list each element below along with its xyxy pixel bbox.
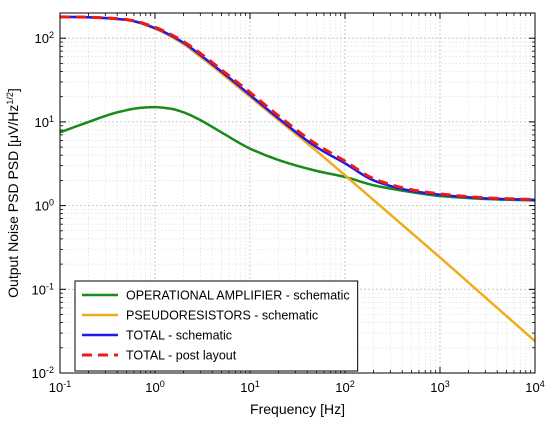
y-tick-label: 10-1	[32, 281, 54, 297]
legend-label-total-post-layout: TOTAL - post layout	[126, 349, 237, 363]
x-tick-label: 100	[145, 379, 164, 395]
legend-items: OPERATIONAL AMPLIFIER - schematic PSEUDOR…	[82, 289, 350, 363]
ticks	[59, 12, 535, 374]
x-tick-label-exp: 1	[255, 379, 260, 389]
y-tick-label-exp: -1	[46, 281, 54, 291]
y-axis-label-exp: 1/2	[5, 92, 15, 105]
y-tick-label-exp: 0	[49, 198, 54, 208]
y-tick-label-exp: -2	[46, 365, 54, 375]
series-total-post-layout-line	[59, 15, 536, 202]
y-tick-label: 101	[35, 114, 54, 130]
y-axis-label: Output Noise PSD PSD [μV/Hz1/2]	[5, 88, 21, 298]
y-tick-label-base: 10	[35, 115, 49, 130]
legend: OPERATIONAL AMPLIFIER - schematic PSEUDOR…	[74, 280, 359, 372]
plot-frame	[59, 12, 536, 374]
legend-label-total-schematic: TOTAL - schematic	[126, 329, 232, 343]
x-tick-label-base: 10	[145, 380, 159, 395]
y-tick-label-base: 10	[32, 366, 46, 381]
series-layer	[59, 15, 536, 343]
y-tick-label: 10-2	[32, 365, 54, 381]
x-tick-label: 10-1	[49, 379, 71, 395]
x-tick-label-base: 10	[49, 380, 63, 395]
y-tick-label-base: 10	[35, 31, 49, 46]
legend-box	[74, 280, 359, 372]
y-axis-label-main: Output Noise PSD PSD [μV/Hz	[5, 105, 21, 298]
series-operational-amplifier-schematic-line	[59, 105, 536, 202]
y-axis-label-close: ]	[5, 88, 21, 92]
x-tick-label-base: 10	[430, 380, 444, 395]
x-tick-label-base: 10	[240, 380, 254, 395]
legend-label-pseudoresistors-schematic: PSEUDORESISTORS - schematic	[126, 309, 318, 323]
x-tick-label-exp: 2	[350, 379, 355, 389]
x-tick-label-exp: 0	[160, 379, 165, 389]
y-tick-label-exp: 1	[49, 114, 54, 124]
x-tick-label: 103	[430, 379, 449, 395]
x-tick-label-exp: 3	[445, 379, 450, 389]
x-tick-label-base: 10	[525, 380, 539, 395]
legend-label-operational-amplifier-schematic: OPERATIONAL AMPLIFIER - schematic	[126, 289, 350, 303]
y-tick-label-base: 10	[32, 282, 46, 297]
y-tick-label-base: 10	[35, 199, 49, 214]
x-tick-label: 104	[525, 379, 544, 395]
x-tick-label-exp: -1	[63, 379, 71, 389]
y-tick-label: 100	[35, 198, 54, 214]
x-tick-label: 101	[240, 379, 259, 395]
x-tick-label-exp: 4	[540, 379, 545, 389]
x-axis-label: Frequency [Hz]	[250, 401, 345, 417]
x-tick-label: 102	[335, 379, 354, 395]
y-tick-label: 102	[35, 30, 54, 46]
y-tick-label-exp: 2	[49, 30, 54, 40]
x-tick-label-base: 10	[335, 380, 349, 395]
